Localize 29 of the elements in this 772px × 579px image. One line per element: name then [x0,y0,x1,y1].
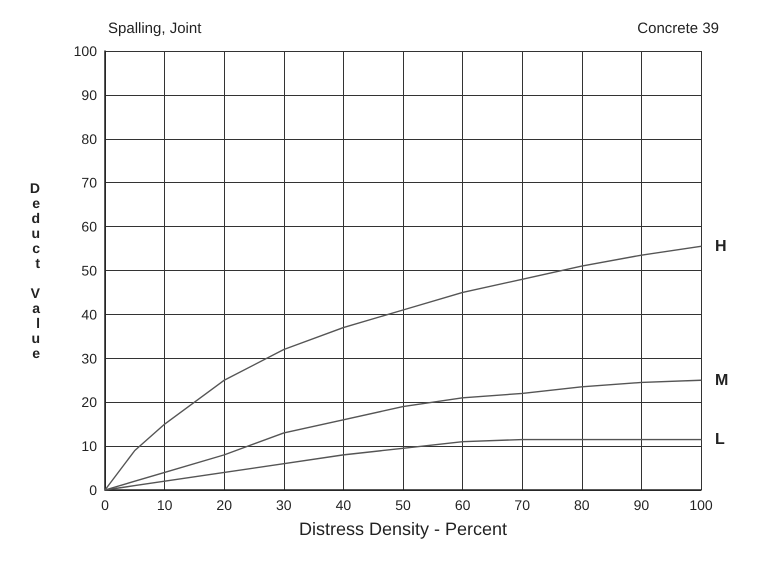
x-tick-label: 90 [634,497,650,513]
y-tick-label: 50 [81,262,98,278]
y-tick-label: 60 [81,218,98,235]
y-tick-label: 40 [81,306,98,322]
text: Deduct Value [30,180,40,361]
x-tick-label: 10 [156,497,173,513]
y-tick-label: 80 [81,130,98,147]
y-tick-label: 70 [81,174,98,191]
x-tick-label: 20 [216,497,232,513]
y-tick-label: 30 [81,350,98,366]
x-tick-label: 60 [454,497,471,513]
x-tick-label: 70 [514,497,530,513]
chart-title: Spalling, Joint [108,20,202,37]
x-tick-label: 100 [689,497,713,513]
y-tick-label: 90 [81,86,98,103]
series-label: M [715,372,728,389]
x-tick-label: 40 [336,497,352,513]
y-tick-label: 0 [89,482,98,498]
series-label: H [715,238,727,255]
series-label: L [715,431,725,448]
y-tick-label: 20 [81,394,98,410]
x-axis-title: Distress Density - Percent [298,519,508,539]
x-tick-label: 30 [276,497,292,513]
y-tick-label: 10 [81,438,98,454]
x-tick-label: 50 [395,497,411,513]
x-tick-label: 80 [574,497,590,513]
y-tick-label: 100 [74,43,98,59]
chart-subtitle: Concrete 39 [637,20,719,37]
x-tick-label: 0 [101,497,110,513]
